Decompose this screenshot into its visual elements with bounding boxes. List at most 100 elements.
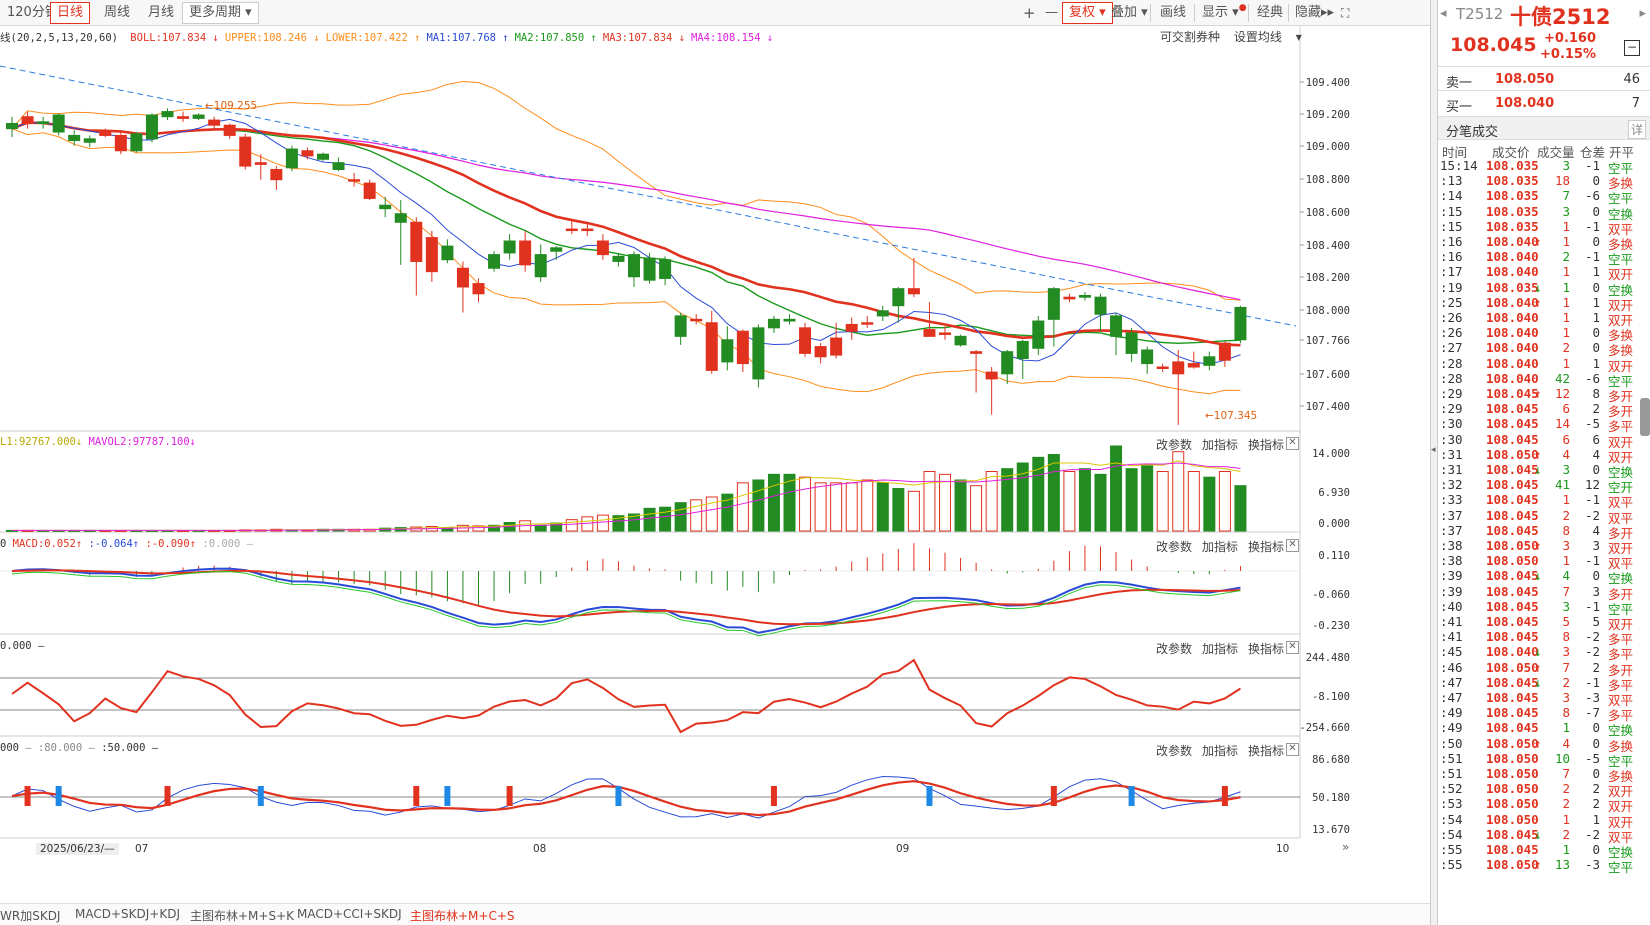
candle-body [363, 182, 376, 199]
tick-volume: 6 [1562, 401, 1570, 417]
overlay-dropdown[interactable]: 叠加 ▾ [1104, 2, 1155, 24]
tick-price: 108.040 [1486, 264, 1539, 280]
prev-contract-icon[interactable]: ◂ [1440, 6, 1447, 21]
edit-params-button[interactable]: 改参数 [1156, 642, 1193, 656]
tick-price: 108.050 [1486, 553, 1539, 569]
tradable-bonds-button[interactable]: 可交割券种 [1160, 30, 1221, 44]
panel-splitter[interactable]: ◂ [1430, 0, 1438, 925]
template-boll-mcs[interactable]: 主图布林+M+C+S [410, 909, 515, 923]
fullscreen-icon[interactable]: ⛶ [1341, 6, 1350, 20]
next-contract-icon[interactable]: ▸ [1639, 6, 1646, 21]
close-panel-icon[interactable]: ✕ [1286, 437, 1299, 450]
set-ma-button[interactable]: 设置均线 ▾ [1234, 30, 1312, 44]
add-indicator-button[interactable]: 加指标 [1202, 642, 1239, 656]
low-annotation: ←107.345 [1205, 410, 1257, 422]
edit-params-button[interactable]: 改参数 [1156, 438, 1193, 452]
tick-open-close: 空开 [1608, 480, 1634, 496]
scrollbar-thumb[interactable] [1640, 398, 1650, 436]
period-weekly-tab[interactable]: 周线 [104, 5, 131, 20]
candle-body [581, 228, 594, 232]
tick-row: :51 108.050 10 -5 空平 [1438, 751, 1650, 769]
tick-volume: 5 [1562, 614, 1570, 629]
draw-line-button[interactable]: 画线 [1160, 5, 1187, 20]
tick-volume: 3 [1562, 462, 1570, 477]
dif-line [11, 567, 1241, 634]
high-annotation: ←109.255 [205, 100, 257, 112]
minimize-icon[interactable]: − [1624, 40, 1640, 56]
add-indicator-button[interactable]: 加指标 [1202, 438, 1239, 452]
volume-bar [1187, 471, 1200, 532]
volume-bar [472, 525, 485, 532]
tick-open-close: 双开 [1608, 434, 1634, 450]
arrow-down-icon: ↓ [75, 436, 83, 448]
template-boll-msk[interactable]: 主图布林+M+S+K [190, 909, 295, 923]
period-daily-tab[interactable]: 日线 [50, 2, 91, 24]
tick-price: 108.045 [1486, 674, 1539, 690]
tick-price: 108.045 [1486, 416, 1539, 432]
kdj-panel-legend[interactable]: 000 — :80.000 — :50.000 — [0, 742, 159, 754]
price-tick-label: 107.766 [1306, 335, 1350, 347]
switch-indicator-button[interactable]: 换指标 [1248, 642, 1285, 656]
tick-open-close: 多平 [1608, 647, 1634, 663]
candle-body [1203, 356, 1216, 366]
tick-time: :55 [1440, 857, 1463, 873]
chart-canvas[interactable]: ←109.255←107.345 109.400109.200109.00010… [0, 26, 1430, 903]
candle-body [192, 114, 205, 119]
volume-bar [1110, 445, 1123, 532]
tick-oi-change: 3 [1592, 538, 1600, 553]
adjust-rights-dropdown[interactable]: 复权 ▾ [1062, 2, 1113, 24]
candle-body [161, 111, 174, 118]
close-panel-icon[interactable]: ✕ [1286, 641, 1299, 654]
zoom-out-button[interactable]: — [1045, 5, 1058, 20]
main-indicator-legend[interactable]: 线(20,2,5,13,20,60) BOLL:107.834 ↓ UPPER:1… [0, 30, 773, 45]
kdj-buy-signal [1050, 786, 1057, 806]
toolbar-divider [1248, 4, 1249, 22]
tick-time: :15 [1440, 203, 1463, 219]
add-indicator-button[interactable]: 加指标 [1202, 744, 1239, 758]
detail-button[interactable]: 详 [1627, 120, 1646, 139]
tick-oi-change: -5 [1584, 416, 1600, 432]
tick-open-close: 空平 [1608, 860, 1634, 876]
candle-body [721, 339, 734, 363]
collapse-left-icon[interactable]: ◂ [1431, 445, 1436, 455]
dashed-trend-line [0, 65, 1297, 327]
macd-panel-legend[interactable]: 0 MACD:0.052↑ :-0.064↑ :-0.090↑ :0.000 — [0, 538, 253, 550]
period-120min-tab[interactable]: 120分钟 [7, 5, 58, 20]
template-wr-skdj[interactable]: WR加SKDJ [0, 909, 61, 923]
add-indicator-button[interactable]: 加指标 [1202, 540, 1239, 554]
volume-bar [892, 488, 905, 532]
tick-price: 108.040 [1486, 249, 1539, 265]
tick-time: :30 [1440, 416, 1463, 432]
classic-button[interactable]: 经典 [1257, 5, 1284, 20]
tick-oi-change: 2 [1592, 659, 1600, 675]
period-monthly-tab[interactable]: 月线 [148, 5, 175, 20]
macd-panel-drawing [0, 543, 1300, 637]
edit-params-button[interactable]: 改参数 [1156, 540, 1193, 554]
tick-arrow: ↑ [1534, 234, 1542, 249]
tick-row: :29 108.045 ↑ 12 8 多开 [1438, 386, 1650, 404]
close-panel-icon[interactable]: ✕ [1286, 743, 1299, 756]
quote-panel: ◂ T2512 十债2512 ▸ 108.045 +0.160 +0.15% −… [1438, 0, 1650, 925]
tick-volume: 7 [1562, 188, 1570, 204]
edit-params-button[interactable]: 改参数 [1156, 744, 1193, 758]
close-panel-icon[interactable]: ✕ [1286, 539, 1299, 552]
tick-volume: 8 [1562, 522, 1570, 538]
zoom-in-button[interactable]: + [1023, 4, 1036, 22]
template-macd-skdj-kdj[interactable]: MACD+SKDJ+KDJ [75, 907, 180, 921]
more-periods-dropdown[interactable]: 更多周期 ▾ [182, 2, 259, 24]
tick-row: :13 108.035 18 0 多换 [1438, 173, 1650, 191]
volume-bar [876, 482, 889, 532]
candle-body [799, 327, 812, 354]
switch-indicator-button[interactable]: 换指标 [1248, 744, 1285, 758]
scroll-right-icon[interactable]: » [1342, 840, 1350, 854]
cci-panel-legend[interactable]: 0.000 — [0, 640, 45, 652]
template-macd-cci-skdj[interactable]: MACD+CCI+SKDJ [297, 907, 402, 921]
hide-button[interactable]: 隐藏▸▸ [1288, 2, 1341, 24]
switch-indicator-button[interactable]: 换指标 [1248, 540, 1285, 554]
tick-open-close: 双平 [1608, 693, 1634, 708]
switch-indicator-button[interactable]: 换指标 [1248, 438, 1285, 452]
display-dropdown[interactable]: 显示 ▾● [1195, 2, 1254, 24]
kdj-sell-signal [257, 786, 264, 806]
vol-panel-legend[interactable]: L1:92767.000↓ MAVOL2:97787.100↓ [0, 436, 196, 448]
candle-body [690, 318, 703, 322]
